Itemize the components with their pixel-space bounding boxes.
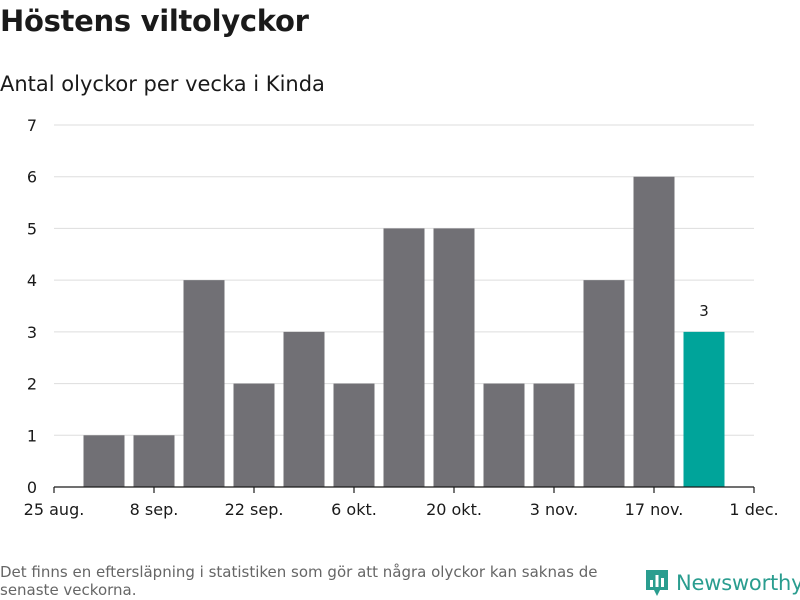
bar-data-label: 3 [699, 302, 709, 320]
bar-highlighted [683, 331, 725, 487]
bar [233, 383, 275, 487]
x-tick-label: 17 nov. [625, 500, 684, 519]
bar-chart: 3 0 1 2 3 4 5 6 7 25 aug. 8 sep. 22 sep. 6 okt. 20 o… [24, 116, 779, 519]
y-tick-label: 6 [27, 168, 37, 187]
x-tick-label: 8 sep. [130, 500, 179, 519]
bar [483, 383, 525, 487]
y-tick-label: 4 [27, 271, 37, 290]
brand-name: Newsworthy [676, 571, 800, 595]
x-tick-label: 6 okt. [331, 500, 377, 519]
chart-subtitle: Antal olyckor per vecka i Kinda [0, 72, 325, 96]
bar [183, 280, 225, 487]
y-tick-label: 2 [27, 375, 37, 394]
bar [583, 280, 625, 487]
bar [433, 228, 475, 487]
bars: 3 [83, 176, 725, 487]
x-tick-label: 25 aug. [24, 500, 85, 519]
y-tick-label: 3 [27, 323, 37, 342]
bar [633, 176, 675, 487]
bar [283, 331, 325, 487]
y-tick-label: 7 [27, 116, 37, 135]
brand-logo: Newsworthy [644, 568, 800, 598]
y-tick-label: 1 [27, 426, 37, 445]
bar [83, 435, 125, 487]
bar [383, 228, 425, 487]
bar [533, 383, 575, 487]
footnote: Det finns en eftersläpning i statistiken… [0, 563, 598, 599]
x-tick-label: 22 sep. [225, 500, 284, 519]
x-tick-label: 1 dec. [729, 500, 778, 519]
bar-chart-logo-icon [646, 570, 668, 596]
x-tick-label: 20 okt. [426, 500, 482, 519]
chart-title: Höstens viltolyckor [0, 4, 309, 38]
y-tick-label: 5 [27, 219, 37, 238]
x-tick-label: 3 nov. [530, 500, 579, 519]
axes: 0 1 2 3 4 5 6 7 25 aug. 8 sep. 22 sep. 6 okt. 20 okt… [24, 116, 779, 519]
bar [333, 383, 375, 487]
y-tick-label: 0 [27, 478, 37, 497]
bar [133, 435, 175, 487]
